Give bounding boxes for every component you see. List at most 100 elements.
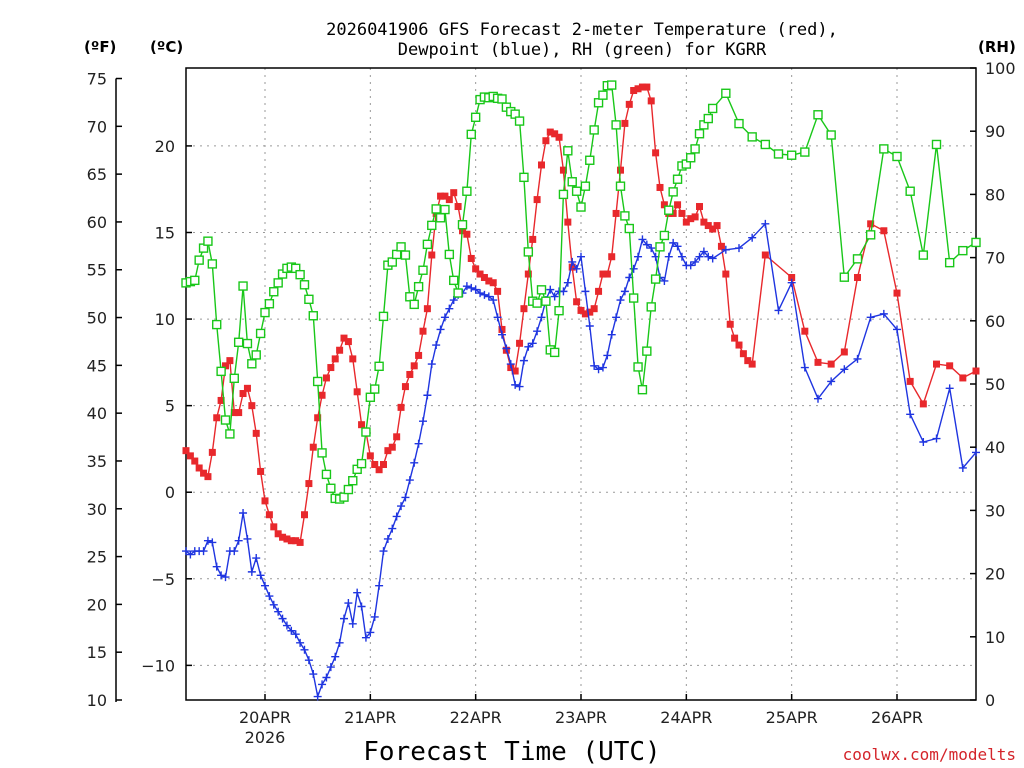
temperature-point: [586, 308, 594, 316]
celsius-tick-label: −5: [151, 570, 175, 589]
temperature-point: [384, 447, 392, 455]
x-tick-label: 24APR: [660, 708, 712, 727]
temperature-point: [643, 83, 651, 91]
temperature-point: [309, 443, 317, 451]
rh-point: [694, 129, 705, 139]
rh-point: [580, 181, 591, 191]
temperature-point: [678, 209, 686, 217]
chart-title-line2: Dewpoint (blue), RH (green) for KGRR: [398, 40, 767, 60]
credit-link[interactable]: coolwx.com/modelts: [843, 745, 1016, 764]
temperature-point: [248, 402, 256, 410]
dewpoint-point: [462, 282, 471, 291]
dewpoint-point: [660, 276, 669, 285]
chart-title-line1: 2026041906 GFS Forecast 2-meter Temperat…: [326, 20, 838, 40]
rh-tick-label: 70: [985, 249, 1005, 268]
temperature-point: [314, 414, 322, 422]
dewpoint-point: [638, 235, 647, 244]
dewpoint-point: [620, 287, 629, 296]
temperature-point: [257, 467, 265, 475]
dewpoint-point: [261, 581, 269, 590]
temperature-point: [608, 253, 616, 261]
temperature-point: [568, 263, 576, 271]
temperature-point: [366, 452, 374, 460]
dewpoint-point: [866, 313, 875, 322]
rh-point: [971, 237, 981, 248]
temperature-point: [371, 461, 379, 469]
fahrenheit-tick-label: 60: [87, 213, 107, 232]
temperature-point: [933, 360, 940, 368]
rh-point: [611, 120, 621, 130]
rh-point: [558, 189, 569, 200]
temperature-point: [520, 305, 528, 313]
temperature-point: [617, 166, 624, 174]
dewpoint-point: [721, 245, 730, 254]
rh-point: [931, 139, 942, 150]
rh-point: [220, 415, 231, 425]
rh-point: [760, 139, 771, 150]
rh-point: [523, 247, 534, 257]
rh-point: [440, 204, 450, 215]
temperature-point: [274, 530, 282, 538]
temperature-point: [551, 130, 559, 138]
rh-point: [312, 376, 323, 387]
dewpoint-point: [550, 292, 559, 301]
rh-point: [703, 113, 713, 124]
dewpoint-point: [269, 600, 278, 609]
dewpoint-point: [489, 296, 498, 305]
temperature-point: [564, 218, 572, 226]
rh-point: [642, 346, 652, 356]
temperature-point: [652, 149, 660, 157]
temperature-point: [717, 242, 725, 250]
dewpoint-point: [353, 588, 362, 597]
temperature-point: [292, 537, 300, 545]
dewpoint-point: [787, 278, 796, 287]
temperature-point: [946, 362, 954, 370]
rh-point: [229, 373, 239, 384]
rh-point: [826, 130, 836, 140]
rh-point: [839, 272, 850, 282]
rh-point: [233, 337, 244, 347]
celsius-tick-label: −10: [141, 656, 175, 675]
dewpoint-point: [256, 571, 265, 580]
dewpoint-point: [392, 512, 401, 521]
rh-point: [786, 150, 797, 160]
rh-tick-label: 100: [985, 59, 1016, 78]
temperature-point: [467, 254, 475, 262]
rh-point: [444, 249, 455, 260]
dewpoint-point: [397, 502, 406, 511]
temperature-point: [305, 480, 313, 488]
dewpoint-point: [686, 261, 695, 270]
dewpoint-point: [212, 562, 221, 571]
temperature-point: [340, 334, 348, 342]
rh-point: [374, 361, 384, 372]
rh-point: [356, 458, 367, 469]
rh-point: [852, 254, 863, 264]
rh-point: [589, 125, 599, 135]
dewpoint-point: [515, 382, 524, 391]
temperature-point: [415, 351, 423, 359]
rh-point: [607, 80, 617, 90]
rh-point: [361, 427, 371, 437]
rh-point: [655, 242, 665, 252]
temperature-point: [713, 222, 721, 230]
dewpoint-point: [340, 614, 348, 623]
temperature-point: [393, 433, 401, 441]
dewpoint-point: [669, 238, 678, 247]
rh-tick-label: 90: [985, 122, 1005, 141]
temperature-point: [331, 355, 339, 363]
temperature-point: [687, 215, 695, 223]
rh-point: [378, 311, 389, 322]
rh-point: [549, 347, 560, 358]
dewpoint-point: [401, 493, 410, 502]
temperature-point: [182, 447, 190, 455]
temperature-point: [880, 227, 888, 235]
temperature-point: [529, 235, 537, 243]
dewpoint-point: [304, 656, 313, 665]
temperature-point: [450, 189, 458, 197]
series-dewpoint: [182, 219, 980, 701]
rh-point: [203, 236, 213, 246]
temperature-point: [388, 443, 396, 451]
rh-point: [190, 275, 200, 286]
dewpoint-point: [322, 673, 331, 682]
